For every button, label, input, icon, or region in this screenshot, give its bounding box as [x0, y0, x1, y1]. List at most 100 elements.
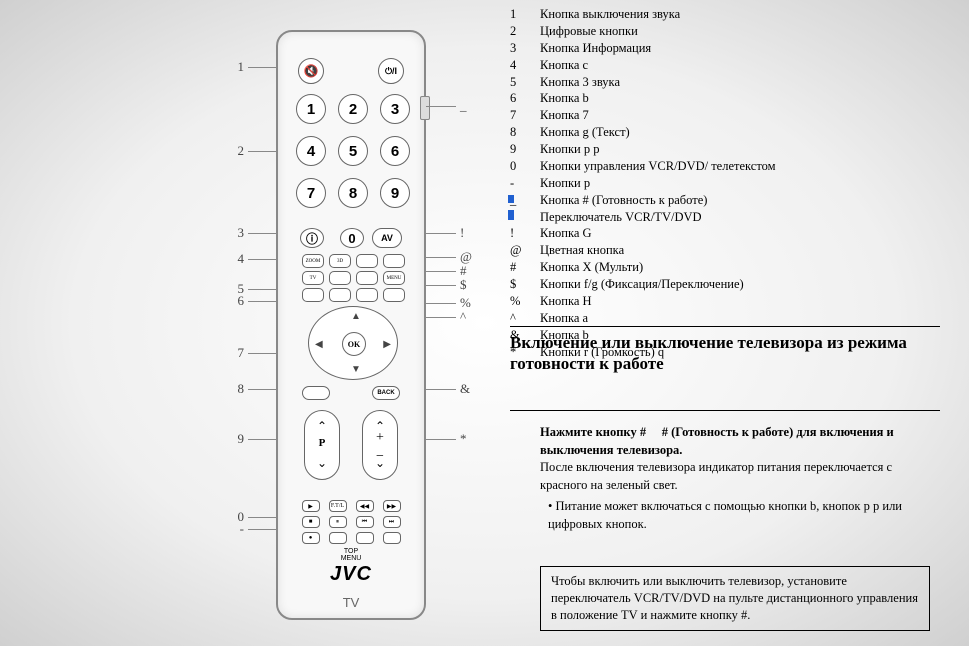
- channel-label: P: [305, 437, 339, 449]
- callout-left-6: 6: [230, 293, 244, 309]
- legend-row: 4Кнопка c: [510, 57, 950, 74]
- legend-row: 7Кнопка 7: [510, 107, 950, 124]
- vol-plus: +: [363, 430, 397, 446]
- legend-row: 8Кнопка g (Текст): [510, 124, 950, 141]
- divider-top: [510, 326, 940, 327]
- tv-mode-button[interactable]: TV: [302, 271, 324, 285]
- callout-left-7: 7: [230, 345, 244, 361]
- blue-marker-2: [508, 210, 514, 220]
- callout-right-*: *: [460, 431, 467, 447]
- model-label: TV: [278, 595, 424, 610]
- ftl-button[interactable]: F.T/L: [329, 500, 347, 512]
- up-arrow-icon: ▲: [351, 311, 361, 322]
- menu-button-2[interactable]: [302, 386, 330, 400]
- num-9[interactable]: 9: [380, 178, 410, 208]
- play-button[interactable]: ▶: [302, 500, 320, 512]
- func-button-2[interactable]: [383, 254, 405, 268]
- mode-slider[interactable]: [420, 96, 430, 120]
- color-green[interactable]: [329, 288, 351, 302]
- num-1[interactable]: 1: [296, 94, 326, 124]
- misc-1[interactable]: [329, 532, 347, 544]
- zoom-button[interactable]: ZOOM: [302, 254, 324, 268]
- info-button[interactable]: ⓘ: [300, 228, 324, 248]
- func-button-4[interactable]: [356, 271, 378, 285]
- blue-marker-1: [508, 195, 514, 203]
- color-blue[interactable]: [383, 288, 405, 302]
- back-button[interactable]: BACK: [372, 386, 400, 400]
- playback-row-3: ●: [300, 532, 406, 544]
- function-grid: ZOOM 3D TV MENU: [302, 254, 406, 302]
- func-button-1[interactable]: [356, 254, 378, 268]
- right-arrow-icon: ▶: [383, 339, 391, 350]
- legend-row: 2Цифровые кнопки: [510, 23, 950, 40]
- misc-3[interactable]: [383, 532, 401, 544]
- next-button[interactable]: ⏭: [383, 516, 401, 528]
- top-menu-label: TOP MENU: [278, 548, 424, 562]
- callout-right-$: $: [460, 277, 467, 293]
- color-yellow[interactable]: [356, 288, 378, 302]
- left-arrow-icon: ◀: [315, 339, 323, 350]
- num-8[interactable]: 8: [338, 178, 368, 208]
- note-box: Чтобы включить или выключить телевизор, …: [540, 566, 930, 631]
- legend-row: %Кнопка H: [510, 293, 950, 310]
- av-button[interactable]: AV: [372, 228, 402, 248]
- number-grid: 1 2 3 4 5 6 7 8 9: [296, 94, 410, 208]
- pause-button[interactable]: ⏸: [329, 516, 347, 528]
- num-7[interactable]: 7: [296, 178, 326, 208]
- callout-right-^: ^: [460, 309, 466, 325]
- instruction-text: Нажмите кнопку # # (Готовность к работе)…: [540, 424, 920, 533]
- callout-left-2: 2: [230, 143, 244, 159]
- instr-text-1: После включения телевизора индикатор пит…: [540, 459, 920, 494]
- channel-rocker[interactable]: P: [304, 410, 340, 480]
- stop-button[interactable]: ■: [302, 516, 320, 528]
- mute-button[interactable]: 🔇: [298, 58, 324, 84]
- playback-row-1: ▶ F.T/L ◀◀ ▶▶: [300, 500, 406, 512]
- callout-right-!: !: [460, 225, 464, 241]
- legend-row: 0Кнопки управления VCR/DVD/ телетекстом: [510, 158, 950, 175]
- rec-button[interactable]: ●: [302, 532, 320, 544]
- prev-button[interactable]: ⏮: [356, 516, 374, 528]
- playback-row-2: ■ ⏸ ⏮ ⏭: [300, 516, 406, 528]
- num-3[interactable]: 3: [380, 94, 410, 124]
- callout-left-9: 9: [230, 431, 244, 447]
- callout-right-_: _: [460, 98, 467, 114]
- dpad[interactable]: OK ▲ ▼ ◀ ▶: [308, 306, 398, 380]
- ff-button[interactable]: ▶▶: [383, 500, 401, 512]
- num-0[interactable]: 0: [340, 228, 364, 248]
- 3d-button[interactable]: 3D: [329, 254, 351, 268]
- legend-row: @Цветная кнопка: [510, 242, 950, 259]
- ok-button[interactable]: OK: [342, 332, 366, 356]
- legend-row: !Кнопка G: [510, 225, 950, 242]
- legend-row: 6Кнопка b: [510, 90, 950, 107]
- remote-control: 🔇 ⏻/I 1 2 3 4 5 6 7 8 9 ⓘ 0 AV ZOOM 3D T…: [276, 30, 426, 620]
- num-2[interactable]: 2: [338, 94, 368, 124]
- vol-minus: −: [363, 449, 397, 465]
- down-arrow-icon: ▼: [351, 364, 361, 375]
- callout-left--: -: [230, 521, 244, 537]
- color-red[interactable]: [302, 288, 324, 302]
- legend-row: Переключатель VCR/TV/DVD: [510, 209, 950, 226]
- legend-row: 3Кнопка Информация: [510, 40, 950, 57]
- func-button-3[interactable]: [329, 271, 351, 285]
- legend-row: _Кнопка # (Готовность к работе): [510, 192, 950, 209]
- legend-row: 9Кнопки p p: [510, 141, 950, 158]
- power-button[interactable]: ⏻/I: [378, 58, 404, 84]
- num-5[interactable]: 5: [338, 136, 368, 166]
- num-6[interactable]: 6: [380, 136, 410, 166]
- section-heading: Включение или выключение телевизора из р…: [510, 332, 940, 375]
- menu-button-small[interactable]: MENU: [383, 271, 405, 285]
- callout-left-4: 4: [230, 251, 244, 267]
- callout-left-1: 1: [230, 59, 244, 75]
- legend-row: ^Кнопка a: [510, 310, 950, 327]
- legend-list: 1Кнопка выключения звука2Цифровые кнопки…: [510, 6, 950, 360]
- remote-body: 🔇 ⏻/I 1 2 3 4 5 6 7 8 9 ⓘ 0 AV ZOOM 3D T…: [276, 30, 426, 620]
- volume-rocker[interactable]: + −: [362, 410, 398, 480]
- instr-bold-1: Нажмите кнопку #: [540, 425, 646, 439]
- rew-button[interactable]: ◀◀: [356, 500, 374, 512]
- num-4[interactable]: 4: [296, 136, 326, 166]
- callout-right-&: &: [460, 381, 470, 397]
- misc-2[interactable]: [356, 532, 374, 544]
- callout-left-3: 3: [230, 225, 244, 241]
- legend-row: 5Кнопка 3 звука: [510, 74, 950, 91]
- legend-row: $Кнопки f/g (Фиксация/Переключение): [510, 276, 950, 293]
